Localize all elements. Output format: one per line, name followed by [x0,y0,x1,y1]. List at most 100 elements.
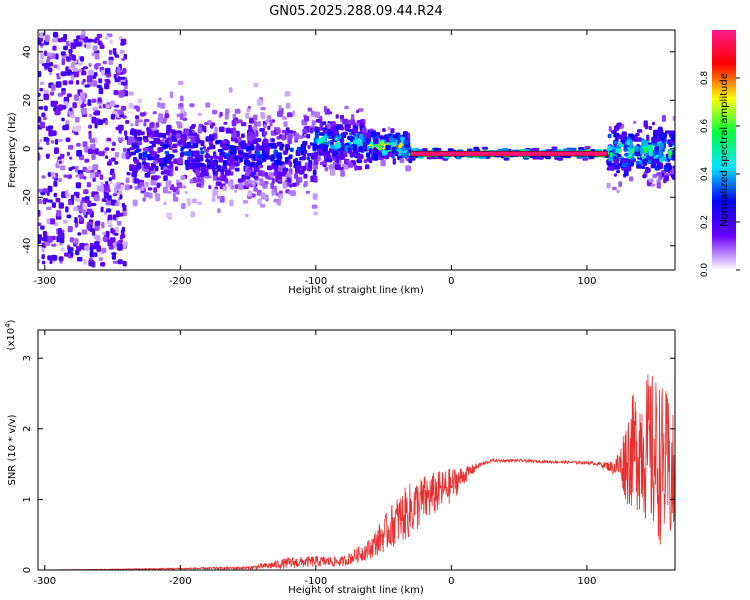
spectrogram-cell [79,92,86,99]
spectrogram-cell [275,192,279,196]
spectrogram-cell [150,170,156,174]
spectrogram-cell [175,133,181,139]
spectrogram-cell [65,124,69,131]
spectrogram-cell [119,71,124,75]
snr-exponent-label: (x104) [4,319,17,350]
spectrogram-cell [194,154,199,161]
spectrogram-cell [143,119,150,123]
spectrogram-cell [659,142,664,149]
spectrogram-cell [137,98,142,104]
spectrogram-cell [49,62,54,67]
spectrogram-cell [104,120,109,126]
spectrogram-cell [405,165,411,172]
spectrogram-cell [281,134,286,141]
spectrogram-cell [180,175,186,180]
spectrogram-cell [70,194,75,201]
spectrogram-cell [43,235,48,242]
spectrogram-cell [163,201,167,206]
spectrogram-cell [108,180,113,185]
spectrogram-cell [342,118,348,125]
spectrogram-cell [323,105,327,113]
spectrogram-cell [104,67,111,74]
spectrogram-cell [163,157,168,164]
spectrogram-cell [253,176,258,180]
spectrogram-cell [313,211,319,216]
spectrogram-cell [256,190,262,196]
spectrogram-cell [47,185,53,193]
spectrogram-cell [262,139,269,146]
spectrogram-cell [648,150,653,157]
spectrogram-cell [164,150,170,155]
spectrogram-cell [167,154,171,160]
spectrogram-cell [38,39,42,46]
spectrogram-cell [332,129,338,135]
spectrogram-cell [154,165,159,172]
spectrogram-cell [74,206,78,211]
spectrogram-cell [608,157,614,162]
spectrogram-cell [176,184,183,189]
spectrogram-cell [142,197,146,202]
spectrogram-cell [256,99,263,106]
spectrogram-cell [73,70,79,78]
spectrogram-cell [225,153,231,158]
spectrogram-cell [151,151,158,155]
spectrogram-cell [376,132,380,136]
spectrogram-cell [96,84,102,88]
spectrogram-cell [276,176,283,180]
spectrogram-cell [661,156,667,162]
spectrogram-cell [647,144,654,152]
spectrogram-cell [190,211,195,218]
spectrogram-cell [273,159,280,166]
spectrogram-cell [86,42,91,49]
spectrogram-cell [93,241,100,247]
spectrogram-cell [358,146,364,153]
spectrogram-cell [207,120,212,125]
spectrogram-cell [86,208,93,215]
spectrogram-cell [52,45,57,51]
spectrogram-cell [264,119,270,123]
spectrogram-cell [133,135,138,140]
spectrogram-cell [302,128,308,133]
spectrogram-cell [650,183,656,187]
spectrogram-cell [117,66,121,74]
spectrogram-cell [58,178,63,183]
spectrogram-cell [312,142,318,150]
spectrogram-cell [211,161,216,166]
spectrogram-cell [118,128,122,134]
spectrogram-cell [234,189,238,193]
spectrogram-cell [128,91,134,96]
spectrogram-cell [252,126,258,130]
spectrogram-cell [606,182,611,189]
spectrogram-cell [670,169,675,175]
spectrogram-cell [196,183,202,188]
spectrogram-cell [373,149,378,153]
spectrogram-cell [204,154,211,159]
spectrogram-cell [113,214,117,221]
spectrogram-cell [260,203,266,208]
spectrogram-cell [127,156,130,159]
spectrogram-cell [38,234,42,241]
spectrogram-cell [624,153,628,157]
spectrogram-cell [343,131,348,136]
spectrogram-cell [68,109,74,117]
spectrogram-cell [105,199,112,206]
spectrogram-cell [606,162,612,166]
spectrogram-cell [84,196,90,201]
spectrogram-cell [117,243,123,251]
spectrogram-frame [37,29,676,271]
spectrogram-y-label: Frequency (Hz) [7,112,18,188]
spectrogram-cell [390,128,395,134]
spectrogram-cell [245,171,250,177]
spectrogram-cell [38,142,41,146]
spectrogram-cell [381,149,387,156]
spectrogram-cell [199,147,203,151]
spectrogram-cell [368,148,373,154]
spectrogram-cell [47,199,53,203]
spectrogram-cell [314,111,320,118]
spectrogram-cell [74,238,79,245]
spectrogram-cell [114,161,119,165]
spectrogram-cell [133,159,139,164]
spectrogram-cell [74,94,80,101]
spectrogram-cell [276,141,283,145]
spectrogram-cell [636,164,642,169]
